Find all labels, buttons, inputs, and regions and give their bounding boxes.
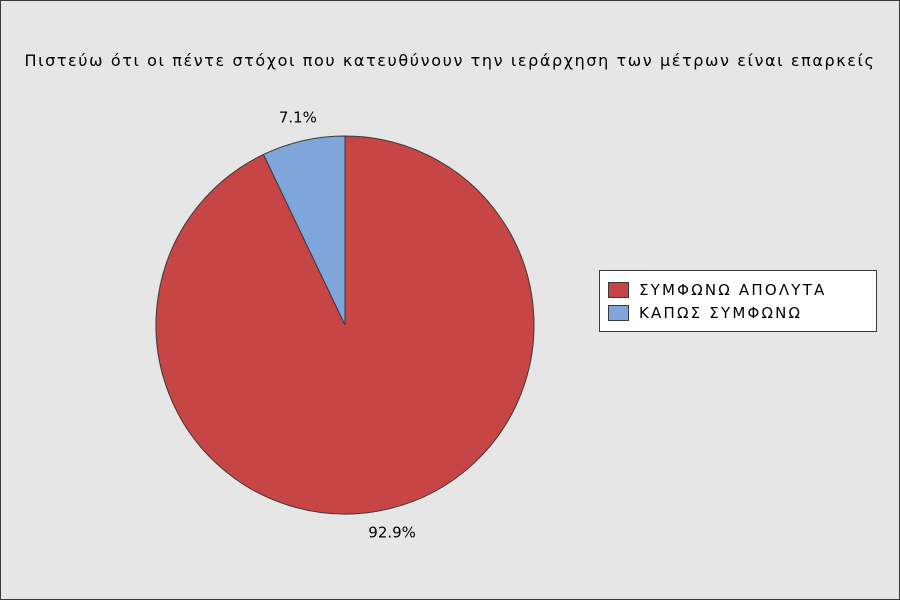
pie-slice-label-0: 92.9% — [368, 524, 416, 542]
pie-slices — [155, 135, 535, 515]
chart-title: Πιστεύω ότι οι πέντε στόχοι που κατευθύν… — [24, 51, 876, 70]
legend-item-0: ΣΥΜΦΩΝΩ ΑΠΟΛΥΤΑ — [608, 278, 876, 301]
legend-label-1: ΚΑΠΩΣ ΣΥΜΦΩΝΩ — [639, 303, 803, 322]
legend-swatch-1 — [608, 304, 629, 321]
pie-slice-1 — [262, 135, 346, 326]
legend-item-1: ΚΑΠΩΣ ΣΥΜΦΩΝΩ — [608, 301, 876, 324]
legend: ΣΥΜΦΩΝΩ ΑΠΟΛΥΤΑ ΚΑΠΩΣ ΣΥΜΦΩΝΩ — [599, 270, 877, 332]
pie-labels: 92.9% 7.1% — [279, 108, 416, 541]
pie-slice-label-1: 7.1% — [279, 108, 317, 126]
legend-swatch-0 — [608, 281, 629, 298]
legend-label-0: ΣΥΜΦΩΝΩ ΑΠΟΛΥΤΑ — [639, 280, 827, 299]
